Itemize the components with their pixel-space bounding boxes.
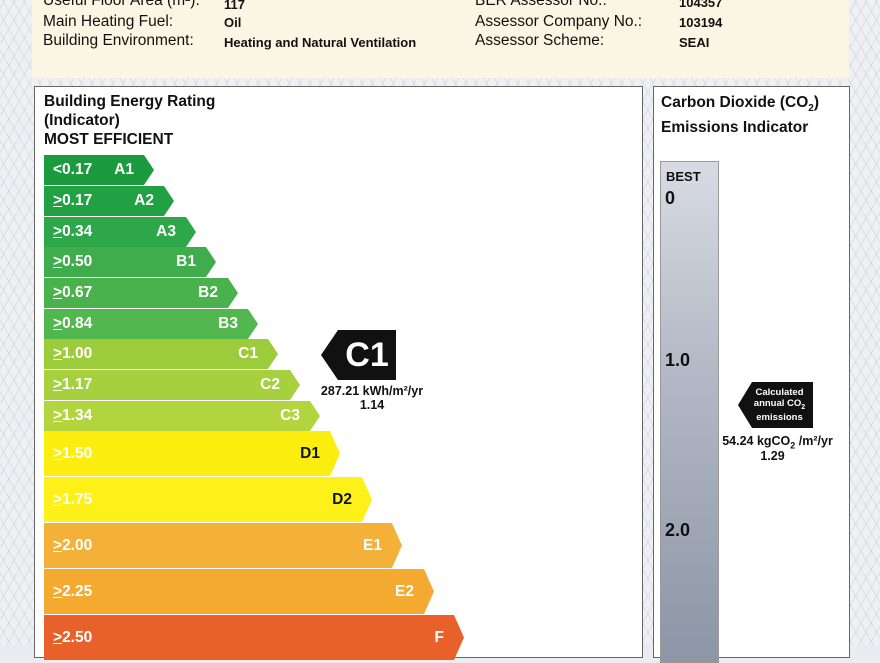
ber-band-e2: >2.25 E2 — [44, 569, 434, 614]
ber-band-range: >0.84 — [53, 315, 93, 332]
ber-band-c3: >1.34 C3 — [44, 401, 320, 431]
ber-band-shape — [44, 309, 258, 339]
ber-band-code: C1 — [238, 345, 258, 362]
ber-details-header: Useful Floor Area (m²): Main Heating Fue… — [32, 0, 849, 78]
ber-band-shape — [44, 477, 372, 522]
ber-band-range: >1.00 — [53, 345, 93, 362]
ber-band-code: F — [434, 629, 444, 646]
ber-band-code: C3 — [280, 407, 300, 424]
ber-band-code: B3 — [218, 315, 238, 332]
ber-band-b1: >0.50 B1 — [44, 247, 216, 277]
ber-band-code: B2 — [198, 284, 218, 301]
assessor-company-label: Assessor Company No.: — [475, 13, 643, 30]
ber-band-range: >0.17 — [53, 192, 93, 209]
ber-band-range: <0.17 — [53, 161, 93, 178]
ber-title: Building Energy Rating (Indicator) MOST … — [44, 93, 216, 148]
ber-band-e1: >2.00 E1 — [44, 523, 402, 568]
co2-arrow-label: Calculated annual CO2 emissions — [753, 386, 806, 424]
co2-emissions-value: 54.24 kgCO2 /m²/yr — [722, 434, 833, 451]
ber-band-range: >0.34 — [53, 223, 93, 240]
co2-emissions-indicator: 1.29 — [760, 449, 785, 463]
ber-band-a1: <0.17 A1 — [44, 155, 154, 185]
ber-band-range: >1.50 — [53, 445, 93, 462]
ber-band-b2: >0.67 B2 — [44, 278, 238, 308]
ber-band-code: A3 — [156, 223, 176, 240]
ber-band-code: A1 — [114, 161, 134, 178]
ber-band-shape — [44, 155, 154, 185]
ber-band-code: E2 — [395, 583, 414, 600]
ber-band-shape — [44, 278, 238, 308]
assessor-company-value: 103194 — [679, 15, 723, 30]
assessor-scheme-label: Assessor Scheme: — [475, 32, 605, 49]
ber-band-shape — [44, 370, 300, 400]
ber-band-code: D2 — [332, 491, 352, 508]
ber-band-shape — [44, 431, 340, 476]
assessor-no-value: 104357 — [679, 0, 723, 10]
co2-tick-2: 2.0 — [665, 520, 691, 540]
ber-band-range: >1.17 — [53, 376, 93, 393]
co2-tick-1: 1.0 — [665, 350, 691, 370]
ber-band-shape — [44, 569, 434, 614]
ber-band-shape — [44, 523, 402, 568]
ber-band-shape — [44, 615, 464, 660]
ber-band-d1: >1.50 D1 — [44, 431, 340, 476]
ber-band-code: E1 — [363, 537, 382, 554]
ber-band-c2: >1.17 C2 — [44, 370, 300, 400]
building-environment-label: Building Environment: — [43, 32, 194, 49]
ber-band-range: >1.34 — [53, 407, 93, 424]
ber-band-code: D1 — [300, 445, 320, 462]
co2-scale-bar — [660, 161, 719, 663]
co2-emissions-arrow — [738, 382, 813, 428]
ber-band-range: >2.00 — [53, 537, 93, 554]
ber-band-code: A2 — [134, 192, 154, 209]
current-rating-arrow — [321, 330, 396, 380]
ber-band-shape — [44, 247, 216, 277]
co2-best-label: BEST — [666, 169, 701, 184]
co2-tick-0: 0 — [665, 188, 676, 208]
ber-band-shape — [44, 401, 320, 431]
ber-band-code: B1 — [176, 253, 196, 270]
assessor-no-label: BER Assessor No.: — [475, 0, 607, 9]
ber-band-range: >0.50 — [53, 253, 93, 270]
ber-band-shape — [44, 217, 196, 247]
ber-band-b3: >0.84 B3 — [44, 309, 258, 339]
ber-band-a3: >0.34 A3 — [44, 217, 196, 247]
ber-band-range: >0.67 — [53, 284, 93, 301]
floor-area-label: Useful Floor Area (m²): — [43, 0, 200, 9]
ber-band-f: >2.50 F — [44, 615, 464, 660]
current-rating-kwh: 287.21 kWh/m²/yr — [320, 384, 424, 398]
ber-band-shape — [44, 339, 278, 369]
floor-area-value: 117 — [224, 0, 245, 12]
ber-band-range: >2.25 — [53, 583, 93, 600]
ber-band-d2: >1.75 D2 — [44, 477, 372, 522]
ber-band-c1: >1.00 C1 — [44, 339, 278, 369]
ber-band-a2: >0.17 A2 — [44, 186, 174, 216]
ber-band-shape — [44, 186, 174, 216]
current-rating-label: C1 — [345, 336, 389, 374]
heating-fuel-label: Main Heating Fuel: — [43, 13, 174, 30]
current-rating-indicator: 1.14 — [359, 398, 385, 412]
ber-band-code: C2 — [260, 376, 280, 393]
heating-fuel-value: Oil — [224, 15, 242, 30]
co2-title: Carbon Dioxide (CO2) Emissions Indicator — [661, 94, 819, 137]
ber-band-range: >1.75 — [53, 491, 93, 508]
building-environment-value: Heating and Natural Ventilation — [224, 35, 417, 50]
assessor-scheme-value: SEAI — [679, 35, 710, 50]
ber-band-range: >2.50 — [53, 629, 93, 646]
